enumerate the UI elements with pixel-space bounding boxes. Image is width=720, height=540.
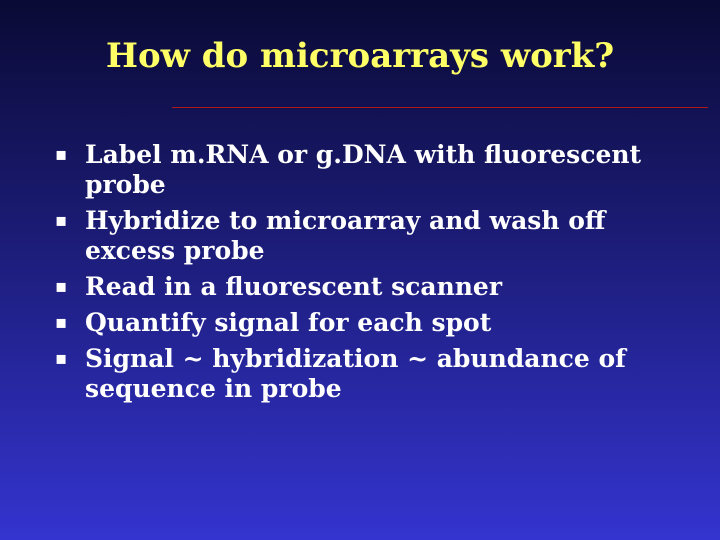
bullet: Hybridize to microarray and wash off exc… (55, 206, 665, 266)
bullet: Read in a fluorescent scanner (55, 272, 665, 302)
divider (172, 107, 708, 108)
bullet: Signal ~ hybridization ~ abundance of se… (55, 344, 665, 404)
slide-title: How do microarrays work? (105, 36, 615, 76)
bullet: Label m.RNA or g.DNA with fluorescent pr… (55, 140, 665, 200)
bullet: Quantify signal for each spot (55, 308, 665, 338)
bullet-list: Label m.RNA or g.DNA with fluorescent pr… (55, 140, 665, 410)
